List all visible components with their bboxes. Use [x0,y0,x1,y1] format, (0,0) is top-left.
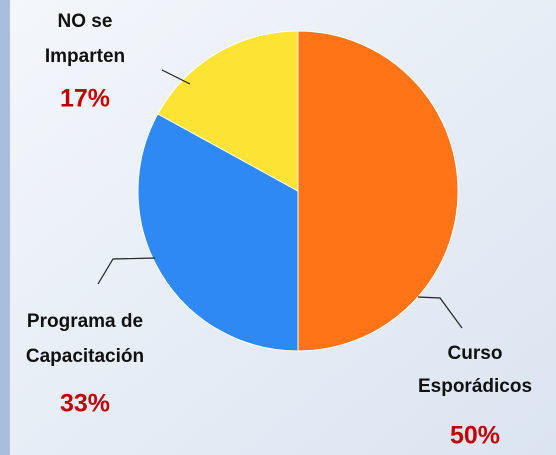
value-label: 50% [450,422,500,450]
leader-line [417,296,463,329]
labels: Curso Esporádicos 50% Programa de Capacitaci… [26,11,532,450]
slice [157,30,299,192]
leader-lines [97,69,463,329]
leader-line [97,257,156,285]
category-label: NO se [58,11,113,32]
slice [297,30,459,352]
leader-line [161,69,191,85]
left-band [0,0,10,455]
pie [137,30,459,352]
category-label: Programa de [27,311,143,332]
slice [137,113,299,352]
category-label: Esporádicos [418,376,532,397]
value-label: 33% [60,390,110,418]
category-label: Imparten [45,46,125,67]
value-label: 17% [60,85,110,113]
category-label: Curso [448,343,503,364]
category-label: Capacitación [26,346,144,367]
